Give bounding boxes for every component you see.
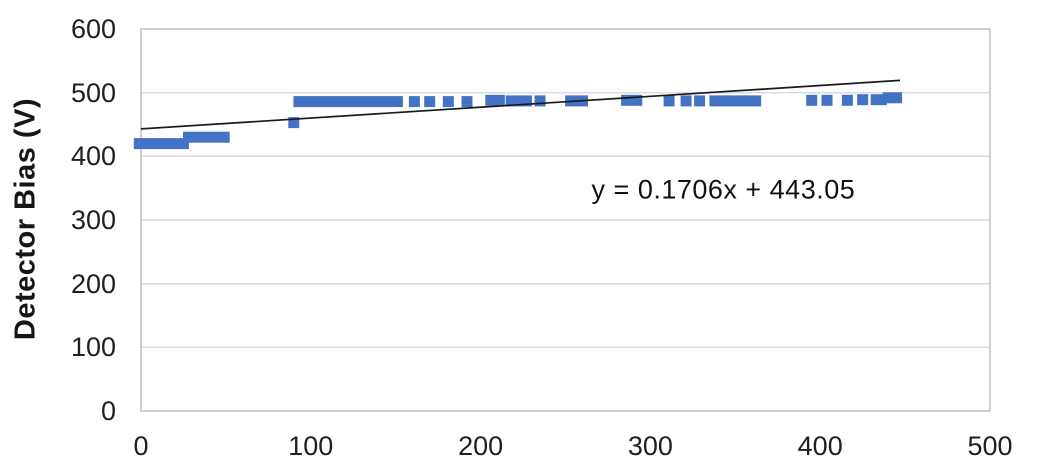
marker-point	[424, 96, 436, 108]
plot-border	[140, 28, 991, 412]
marker-run	[485, 94, 505, 106]
marker-point	[442, 96, 454, 108]
marker-point	[663, 95, 675, 107]
marker-run	[709, 95, 729, 107]
trendline	[140, 79, 901, 130]
marker-run	[870, 94, 887, 106]
marker-point	[857, 94, 869, 106]
marker-point	[461, 96, 473, 108]
y-tick-label-600: 600	[70, 14, 116, 44]
y-tick-label-400: 400	[70, 141, 116, 172]
marker-run	[882, 92, 903, 104]
marker-point	[821, 94, 833, 106]
y-tick-label-100: 100	[70, 332, 116, 363]
marker-point	[806, 94, 818, 106]
marker-point	[408, 96, 420, 108]
marker-run	[293, 96, 403, 108]
marker-point	[680, 95, 692, 107]
marker-run	[726, 95, 762, 107]
x-tick-label-200: 200	[458, 431, 504, 461]
x-tick-label-100: 100	[288, 431, 334, 461]
marker-point	[288, 117, 300, 129]
x-tick-label-500: 500	[967, 431, 1013, 461]
marker-point	[841, 94, 853, 106]
marker-run	[621, 94, 643, 106]
marker-point	[694, 95, 706, 107]
x-tick-label-300: 300	[627, 431, 673, 461]
marker-run	[133, 138, 189, 150]
y-tick-label-0: 0	[100, 396, 116, 426]
trendline-equation: y = 0.1706x + 443.05	[591, 174, 856, 205]
marker-point	[534, 95, 546, 107]
marker-run	[505, 95, 532, 107]
y-tick-label-300: 300	[70, 205, 116, 235]
marker-run	[183, 131, 230, 143]
x-tick-label-400: 400	[797, 431, 843, 461]
y-tick-label-200: 200	[70, 268, 116, 299]
x-tick-label-0: 0	[133, 431, 149, 461]
y-tick-label-500: 500	[70, 77, 116, 108]
